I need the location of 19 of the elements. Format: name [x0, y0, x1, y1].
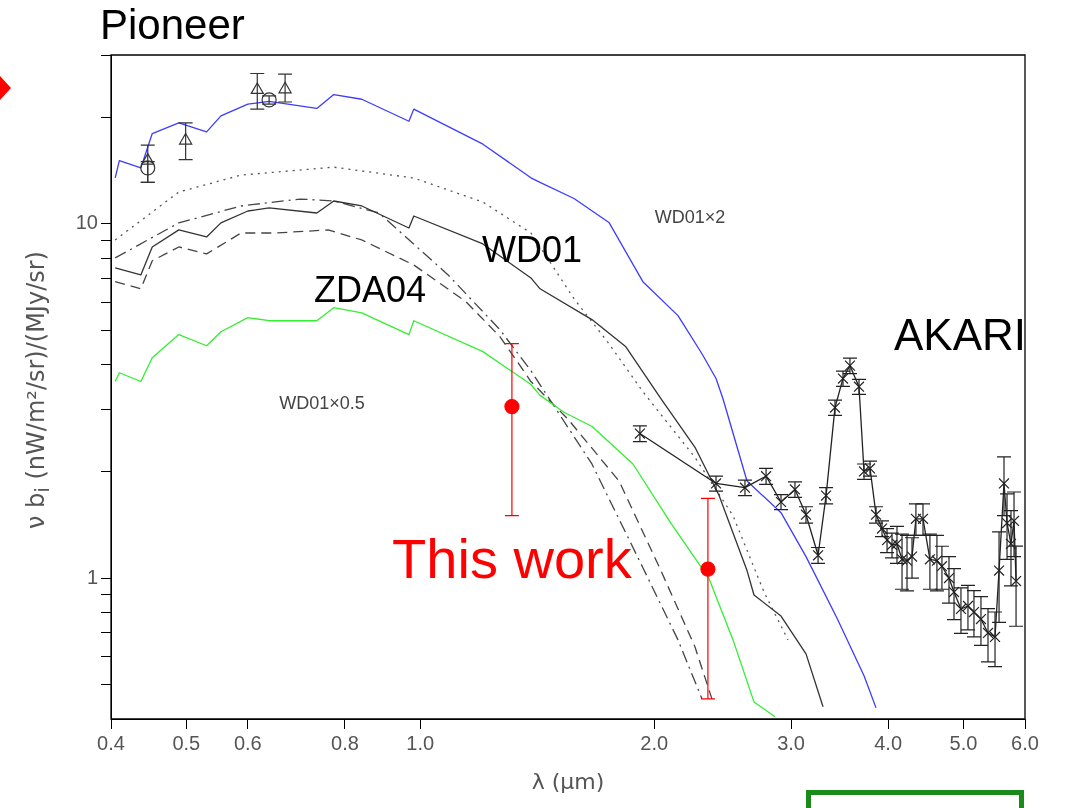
x-tick-label: 4.0	[874, 731, 903, 754]
x-axis-title: λ (μm)	[531, 768, 605, 794]
x-tick-label: 0.4	[97, 731, 125, 754]
x-tick-label: 3.0	[777, 731, 805, 754]
annotation: WD01×0.5	[279, 393, 365, 413]
y-tick-label: 10	[75, 211, 98, 234]
x-tick-label: 5.0	[949, 731, 978, 754]
annotation: ZDA04	[313, 269, 427, 310]
x-tick-label: 0.8	[331, 731, 359, 754]
series-label: This work	[392, 526, 632, 590]
x-tick-label: 2.0	[640, 731, 669, 754]
x-tick-label: 1.0	[406, 731, 435, 754]
annotation: AKARI	[893, 310, 1027, 359]
y-tick-label: 1	[86, 565, 98, 588]
x-tick-label: 0.6	[233, 731, 262, 754]
x-tick-label: 0.5	[172, 731, 201, 754]
chart-title: Pioneer	[100, 0, 245, 50]
x-tick-label: 6.0	[1011, 731, 1039, 754]
annotation: WD01×2	[654, 207, 726, 227]
